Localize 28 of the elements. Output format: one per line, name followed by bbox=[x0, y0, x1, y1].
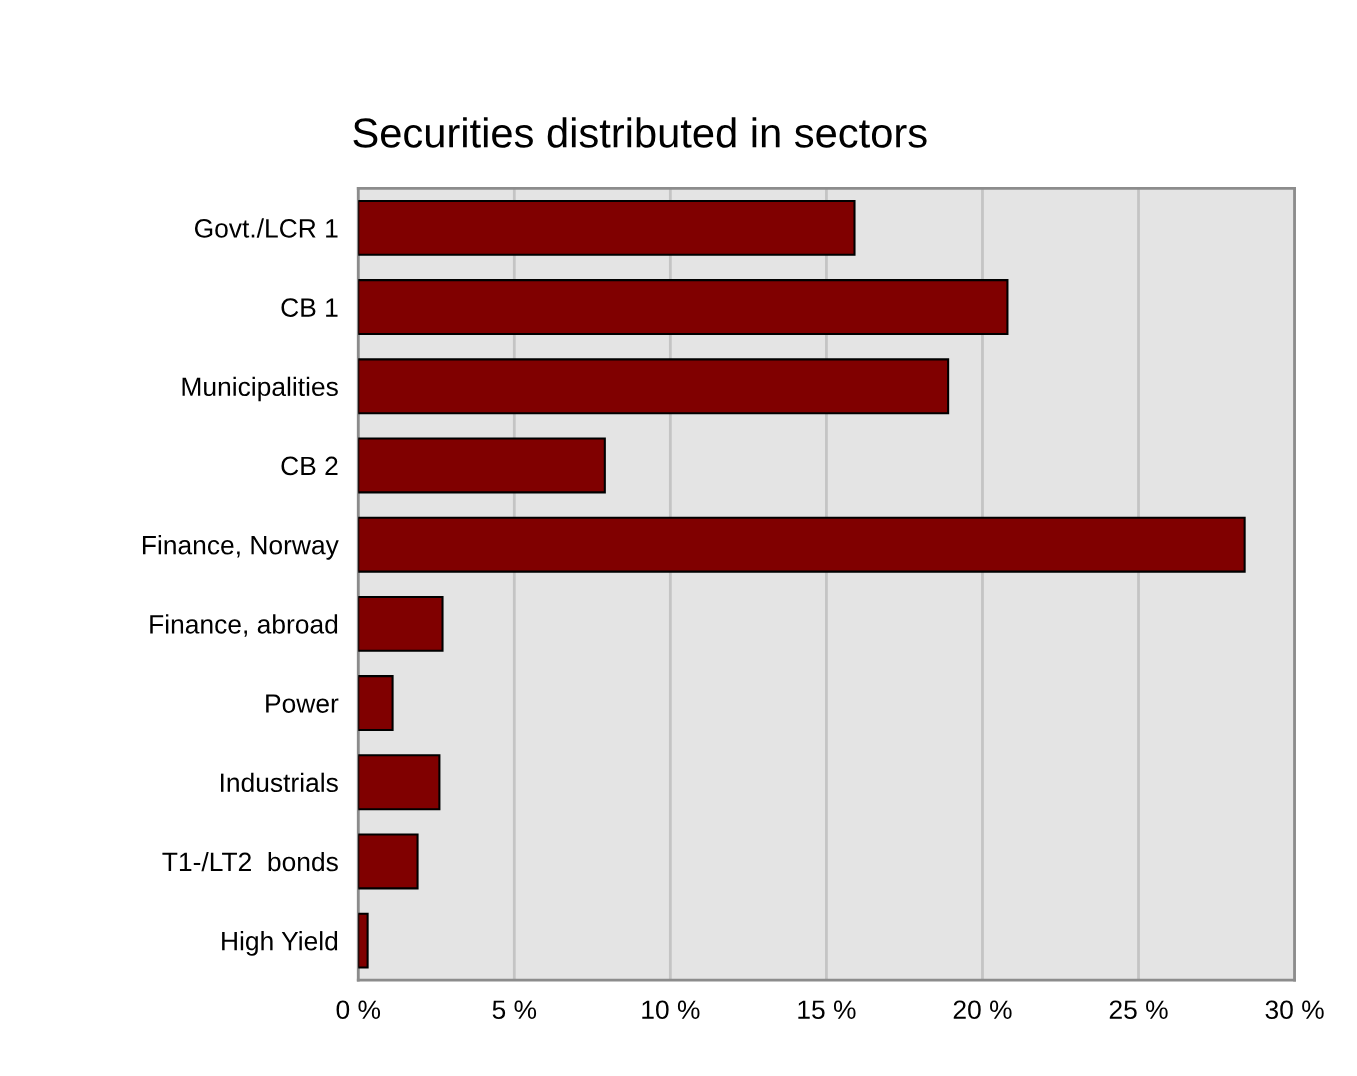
y-tick-label: Industrials bbox=[220, 772, 338, 793]
x-tick-label: 30 % bbox=[1265, 1000, 1324, 1020]
bar bbox=[358, 516, 1246, 573]
x-tick-label: 0 % bbox=[336, 1000, 381, 1020]
bar bbox=[358, 437, 606, 494]
x-tick-label: 10 % bbox=[642, 1000, 700, 1020]
y-tick-label: Finance, Norway bbox=[142, 535, 339, 560]
bar bbox=[358, 754, 441, 811]
y-tick-label: High Yield bbox=[222, 931, 338, 956]
x-tick-label: 5 % bbox=[492, 1000, 537, 1020]
bar bbox=[358, 358, 950, 415]
y-tick-label: CB 2 bbox=[281, 456, 338, 476]
x-tick-label: 15 % bbox=[798, 1000, 856, 1020]
bar bbox=[358, 675, 394, 732]
chart-title: Securities distributed in sectors bbox=[353, 117, 927, 148]
y-tick-label: Finance, abroad bbox=[150, 614, 338, 637]
bar bbox=[358, 595, 444, 652]
y-tick-label: T1-/LT2 bonds bbox=[162, 851, 338, 872]
bar bbox=[358, 199, 856, 256]
y-tick-label: Municipalities bbox=[182, 376, 338, 402]
y-tick-label: Power bbox=[266, 694, 339, 713]
y-tick-label: Govt./LCR 1 bbox=[194, 218, 338, 238]
x-tick-label: 25 % bbox=[1109, 1000, 1168, 1020]
bar bbox=[358, 279, 1009, 336]
y-tick-label: CB 1 bbox=[281, 298, 338, 317]
x-tick-label: 20 % bbox=[953, 1000, 1012, 1020]
bar bbox=[358, 833, 419, 890]
bar bbox=[358, 912, 369, 969]
